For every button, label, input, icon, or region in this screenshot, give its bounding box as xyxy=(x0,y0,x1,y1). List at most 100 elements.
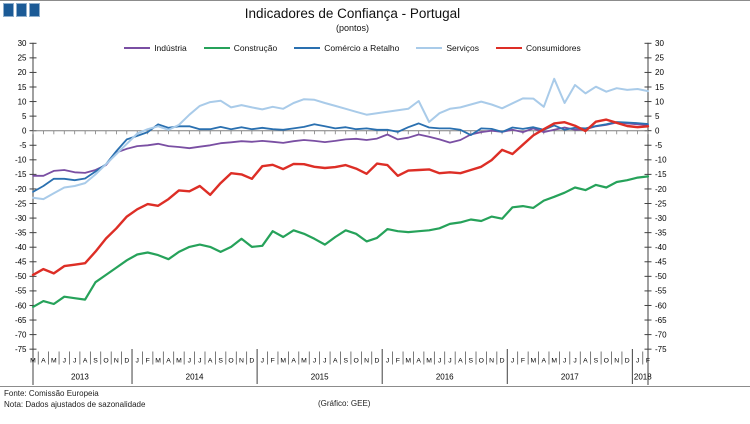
svg-text:-30: -30 xyxy=(655,214,667,223)
svg-text:30: 30 xyxy=(655,39,664,48)
legend-swatch-construcao xyxy=(203,46,230,50)
legend-label: Construção xyxy=(233,43,278,53)
chart-legend: Indústria Construção Comércio a Retalho … xyxy=(0,43,705,53)
legend-item: Serviços xyxy=(416,43,479,53)
legend-item: Consumidores xyxy=(495,43,581,53)
svg-text:-15: -15 xyxy=(655,170,667,179)
svg-text:A: A xyxy=(583,358,588,365)
svg-text:J: J xyxy=(198,358,201,365)
svg-text:M: M xyxy=(51,358,57,365)
svg-text:A: A xyxy=(333,358,338,365)
legend-label: Comércio a Retalho xyxy=(324,43,400,53)
svg-text:J: J xyxy=(573,358,576,365)
legend-item: Indústria xyxy=(124,43,187,53)
svg-text:-65: -65 xyxy=(655,316,667,325)
series-line-3 xyxy=(32,121,649,193)
svg-text:S: S xyxy=(218,358,223,365)
logo-square xyxy=(16,3,27,17)
svg-text:5: 5 xyxy=(655,112,660,121)
svg-text:-5: -5 xyxy=(655,141,663,150)
svg-text:F: F xyxy=(521,358,525,365)
source-note: Fonte: Comissão Europeia xyxy=(4,389,99,398)
year-label: 2016 xyxy=(436,373,454,382)
legend-label: Serviços xyxy=(446,43,479,53)
svg-text:S: S xyxy=(343,358,348,365)
series-line-4 xyxy=(32,77,649,201)
svg-text:M: M xyxy=(426,358,432,365)
svg-text:J: J xyxy=(188,358,191,365)
series-line-1 xyxy=(32,121,649,177)
series-line-5 xyxy=(31,118,650,277)
svg-text:-5: -5 xyxy=(19,141,27,150)
svg-text:-25: -25 xyxy=(15,199,27,208)
svg-text:M: M xyxy=(531,358,537,365)
svg-text:-50: -50 xyxy=(655,272,667,281)
svg-text:F: F xyxy=(146,358,150,365)
svg-text:M: M xyxy=(176,358,182,365)
svg-text:N: N xyxy=(114,358,119,365)
svg-text:20: 20 xyxy=(18,68,27,77)
svg-text:-10: -10 xyxy=(655,156,667,165)
svg-text:J: J xyxy=(136,358,139,365)
svg-text:-20: -20 xyxy=(15,185,27,194)
svg-text:D: D xyxy=(500,358,505,365)
year-label: 2014 xyxy=(186,373,204,382)
svg-text:J: J xyxy=(563,358,566,365)
page-title: Indicadores de Confiança - Portugal xyxy=(244,6,461,21)
chart-footnotes: Fonte: Comissão Europeia Nota: Dados aju… xyxy=(4,388,145,410)
svg-text:O: O xyxy=(604,358,609,365)
svg-text:D: D xyxy=(249,358,254,365)
svg-text:15: 15 xyxy=(18,83,27,92)
svg-text:M: M xyxy=(301,358,307,365)
svg-text:-40: -40 xyxy=(655,243,667,252)
svg-text:S: S xyxy=(93,358,98,365)
svg-text:-70: -70 xyxy=(655,330,667,339)
svg-text:-75: -75 xyxy=(655,345,667,354)
svg-text:-75: -75 xyxy=(15,345,27,354)
year-label: 2018 xyxy=(634,373,652,382)
legend-item: Comércio a Retalho xyxy=(294,43,399,53)
legend-label: Consumidores xyxy=(525,43,581,53)
svg-text:-35: -35 xyxy=(655,228,667,237)
svg-text:D: D xyxy=(375,358,380,365)
svg-text:A: A xyxy=(291,358,296,365)
svg-text:30: 30 xyxy=(18,39,27,48)
svg-text:25: 25 xyxy=(655,54,664,63)
year-label: 2013 xyxy=(71,373,89,382)
logo-square xyxy=(3,3,14,17)
svg-text:A: A xyxy=(208,358,213,365)
page-subtitle: (pontos) xyxy=(335,23,370,33)
svg-text:N: N xyxy=(364,358,369,365)
svg-text:0: 0 xyxy=(22,126,27,135)
svg-text:A: A xyxy=(83,358,88,365)
svg-text:-55: -55 xyxy=(15,287,27,296)
svg-text:-55: -55 xyxy=(655,287,667,296)
bottom-border xyxy=(0,386,750,387)
svg-text:5: 5 xyxy=(22,112,27,121)
svg-text:J: J xyxy=(448,358,451,365)
svg-text:A: A xyxy=(416,358,421,365)
logo xyxy=(3,3,40,17)
svg-text:N: N xyxy=(489,358,494,365)
svg-text:20: 20 xyxy=(655,68,664,77)
legend-swatch-consumidores xyxy=(495,46,522,50)
svg-text:J: J xyxy=(511,358,514,365)
svg-text:-35: -35 xyxy=(15,228,27,237)
svg-text:-40: -40 xyxy=(15,243,27,252)
svg-text:10: 10 xyxy=(655,97,664,106)
svg-text:-70: -70 xyxy=(15,330,27,339)
svg-text:-45: -45 xyxy=(15,258,27,267)
svg-text:0: 0 xyxy=(655,126,660,135)
legend-item: Construção xyxy=(203,43,278,53)
svg-text:D: D xyxy=(625,358,630,365)
svg-text:F: F xyxy=(396,358,400,365)
svg-text:J: J xyxy=(261,358,264,365)
svg-text:S: S xyxy=(469,358,474,365)
svg-text:O: O xyxy=(103,358,108,365)
svg-text:J: J xyxy=(386,358,389,365)
svg-text:10: 10 xyxy=(18,97,27,106)
svg-text:M: M xyxy=(405,358,411,365)
